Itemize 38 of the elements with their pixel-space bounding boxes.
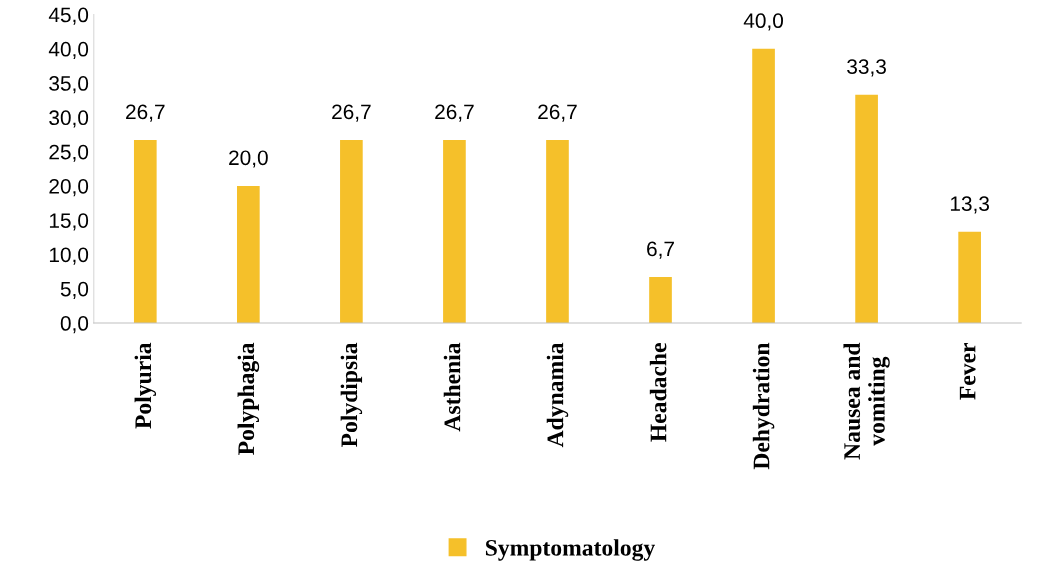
x-tick-label: Asthenia [443,342,461,432]
x-tick-label: Fever [959,342,976,400]
bar [133,139,157,324]
x-tick-label: Polyphagia [237,342,260,455]
bar [443,139,466,324]
y-tick-label: 45,0 [48,7,89,25]
bar [546,139,569,324]
bar [340,139,363,324]
y-tick-label: 5,0 [60,281,89,299]
data-label: 26,7 [332,104,371,122]
x-tick-label: Polyuria [134,342,157,429]
x-tick-label: Adynamia [546,342,569,448]
bar [855,94,878,324]
x-tick-label: Nausea and vomiting [843,342,890,460]
data-label: 26,7 [435,104,474,122]
legend-label: Symptomatology [485,539,655,561]
bar [958,231,981,324]
y-tick-label: 35,0 [49,76,89,94]
bar [752,48,775,324]
bar [649,277,672,324]
data-label: 26,7 [538,104,577,122]
y-tick-label: 15,0 [49,213,89,231]
y-tick-label: 25,0 [49,144,89,162]
data-label: 26,7 [126,104,165,122]
data-label: 6,7 [647,241,674,259]
y-tick-label: 40,0 [48,41,89,60]
x-tick-label: Dehydration [752,342,775,470]
y-tick-label: 0,0 [60,316,89,334]
data-label: 40,0 [743,13,784,31]
x-tick-label: Headache [649,343,667,442]
y-tick-label: 30,0 [49,110,89,128]
y-tick-label: 10,0 [49,247,89,265]
data-label: 20,0 [229,150,268,168]
x-tick-label: Polydipsia [340,342,363,448]
data-label: 33,3 [847,59,886,77]
bar [237,185,260,324]
y-tick-label: 20,0 [49,178,89,197]
data-label: 13,3 [950,196,989,214]
